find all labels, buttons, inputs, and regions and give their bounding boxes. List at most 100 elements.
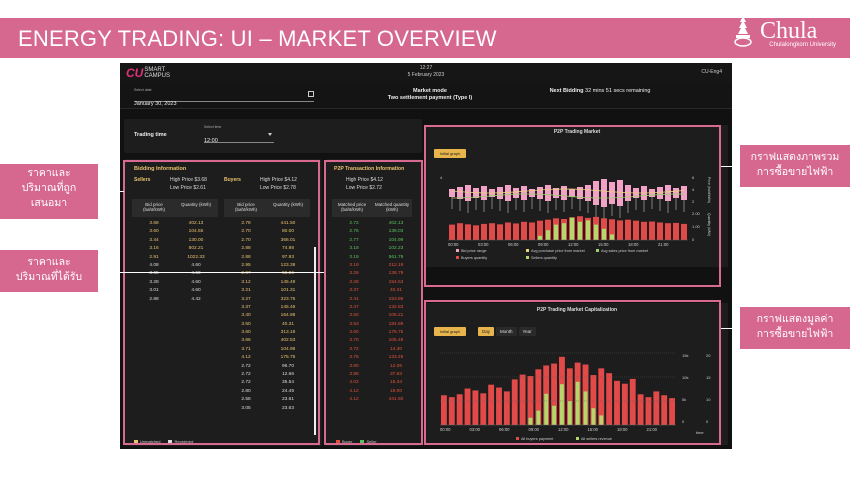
tab-year[interactable]: Year <box>518 327 536 336</box>
table-row[interactable]: 4.02 15.34 <box>332 380 412 388</box>
table-row[interactable]: 2.72 35.54 <box>224 380 310 388</box>
price-cell: 2.70 <box>241 237 251 243</box>
table-row[interactable]: 3.75 133.49 <box>332 355 412 363</box>
table-row[interactable]: 3.19 212.19 <box>332 263 412 271</box>
price-cell: 2.76 <box>349 229 359 235</box>
table-row[interactable]: 2.88 97.93 <box>224 255 310 263</box>
table-row[interactable]: 3.41 153.86 <box>332 297 412 305</box>
table-row[interactable]: 3.01 4.60 <box>132 288 218 296</box>
table-row[interactable]: 4.08 4.60 <box>132 263 218 271</box>
table-row[interactable]: 3.18 102.23 <box>332 246 412 254</box>
buyers-payment-bar <box>614 380 620 425</box>
slide-title: ENERGY TRADING: UI – MARKET OVERVIEW <box>18 26 497 51</box>
table-row[interactable]: 3.68 402.13 <box>132 221 218 229</box>
chart1-initial-graph-button[interactable]: Initial graph <box>434 149 466 158</box>
table-row[interactable]: 3.19 561.79 <box>332 255 412 263</box>
table-row[interactable]: 3.40 164.98 <box>224 313 310 321</box>
user-name[interactable]: CU-Eng4 <box>701 69 722 75</box>
table-row[interactable]: 3.72 14.30 <box>332 347 412 355</box>
legend-label: All sellers revenue <box>581 437 612 441</box>
table-row[interactable]: 3.44 130.00 <box>132 238 218 246</box>
table-row[interactable]: 3.16 802.21 <box>132 246 218 254</box>
table-row[interactable]: 3.37 145.46 <box>224 305 310 313</box>
table-row[interactable]: 3.28 4.60 <box>132 280 218 288</box>
sellers-revenue-bar <box>567 401 572 425</box>
table-row[interactable]: 2.88 4.42 <box>132 297 218 305</box>
table-row[interactable]: 4.12 19.00 <box>332 389 412 397</box>
table-row[interactable]: 2.97 92.06 <box>224 271 310 279</box>
table-row[interactable]: 2.58 23.61 <box>224 397 310 405</box>
table-row[interactable]: 3.65 4.60 <box>132 271 218 279</box>
table-row[interactable]: 3.21 101.31 <box>224 288 310 296</box>
buyers-payment-bar <box>645 397 652 425</box>
price-cell: 3.60 <box>349 330 359 336</box>
table-row[interactable]: 3.37 40.31 <box>332 288 412 296</box>
table-row[interactable]: 3.47 132.83 <box>332 305 412 313</box>
table-row[interactable]: 2.72 402.13 <box>332 221 412 229</box>
table-row[interactable]: 3.50 105.21 <box>332 313 412 321</box>
bidding-scrollbar[interactable] <box>314 247 316 435</box>
quantity-cell: 561.79 <box>388 254 404 260</box>
table-row[interactable]: 2.80 24.49 <box>224 389 310 397</box>
price-cell: 3.60 <box>241 330 251 336</box>
table-row[interactable]: 3.05 23.63 <box>224 406 310 414</box>
table-row[interactable]: 4.12 175.75 <box>224 355 310 363</box>
table-row[interactable]: 3.27 323.75 <box>224 297 310 305</box>
y-tick-label: 2.00 <box>692 211 701 216</box>
table-row[interactable]: 3.50 40.31 <box>224 322 310 330</box>
cu-smart-campus-logo[interactable]: CU SMART CAMPUS <box>126 66 170 80</box>
table-row[interactable]: 2.72 12.66 <box>224 372 310 380</box>
table-row[interactable]: 3.71 104.98 <box>224 347 310 355</box>
table-row[interactable]: 2.72 96.70 <box>224 364 310 372</box>
table-row[interactable]: 2.78 441.50 <box>224 221 310 229</box>
table-row[interactable]: 2.76 138.03 <box>332 229 412 237</box>
table-row[interactable]: 2.77 104.99 <box>332 238 412 246</box>
legend-unmatched-label: Unmatched <box>140 439 161 444</box>
calendar-icon[interactable] <box>308 91 314 97</box>
buyers-header[interactable]: Bid price (baht/kWh) Quantity (kWh) <box>224 199 310 217</box>
table-row[interactable]: 3.60 313.19 <box>224 330 310 338</box>
table-row[interactable]: 3.66 402.53 <box>224 338 310 346</box>
y-tick-label: 15 <box>706 375 711 380</box>
table-row[interactable]: 4.12 441.50 <box>332 397 412 405</box>
table-row[interactable]: 2.70 366.01 <box>224 238 310 246</box>
buyers-payment-bar <box>590 375 597 425</box>
table-row[interactable]: 2.91 1022.33 <box>132 255 218 263</box>
sellers-header[interactable]: Bid price (baht/kWh) Quantity (kWh) <box>132 199 218 217</box>
table-row[interactable]: 3.88 37.83 <box>332 372 412 380</box>
table-row[interactable]: 3.53 184.89 <box>332 322 412 330</box>
buyers-payment-bar <box>661 395 668 425</box>
buyers-quantity-bar <box>665 223 671 240</box>
quantity-cell: 35.54 <box>281 380 294 386</box>
price-cell: 2.97 <box>241 271 251 277</box>
table-row[interactable]: 3.26 138.79 <box>332 271 412 279</box>
chula-logo: Chula Chulalongkorn University <box>732 6 836 56</box>
table-row[interactable]: 3.60 104.55 <box>132 229 218 237</box>
chart2-initial-graph-button[interactable]: Initial graph <box>434 327 466 336</box>
quantity-cell: 323.75 <box>280 296 296 302</box>
clock: 12:27 5 February 2023 <box>120 65 732 79</box>
table-row[interactable]: 3.60 175.75 <box>332 330 412 338</box>
trading-time-select[interactable]: Select time 12:00 <box>204 125 274 144</box>
price-cell: 3.80 <box>349 363 359 369</box>
table-row[interactable]: 2.70 80.00 <box>224 229 310 237</box>
date-field[interactable]: Select date January 30, 2023 <box>134 88 314 107</box>
price-cell: 3.68 <box>149 221 159 226</box>
tab-month[interactable]: Month <box>496 327 517 336</box>
table-row[interactable]: 3.80 12.06 <box>332 364 412 372</box>
buyers-low-price: Low Price $2.78 <box>260 185 296 191</box>
price-cell: 3.37 <box>241 304 251 310</box>
table-row[interactable]: 3.28 154.53 <box>332 280 412 288</box>
tab-day[interactable]: Day <box>478 327 495 336</box>
price-cell: 2.95 <box>241 262 251 268</box>
info-bar: Select date January 30, 2023 Market mode… <box>120 83 732 109</box>
quantity-cell: 104.98 <box>280 346 296 352</box>
table-row[interactable]: 2.95 123.38 <box>224 263 310 271</box>
table-row[interactable]: 3.70 105.49 <box>332 338 412 346</box>
p2p-header[interactable]: Matched price (baht/kWh) Matched quantit… <box>332 199 412 217</box>
x-unit-label: time <box>696 430 704 435</box>
buyers-col-qty: Quantity (kWh) <box>272 202 303 207</box>
quantity-cell: 80.00 <box>281 229 294 235</box>
table-row[interactable]: 3.12 145.49 <box>224 280 310 288</box>
table-row[interactable]: 2.88 74.98 <box>224 246 310 254</box>
